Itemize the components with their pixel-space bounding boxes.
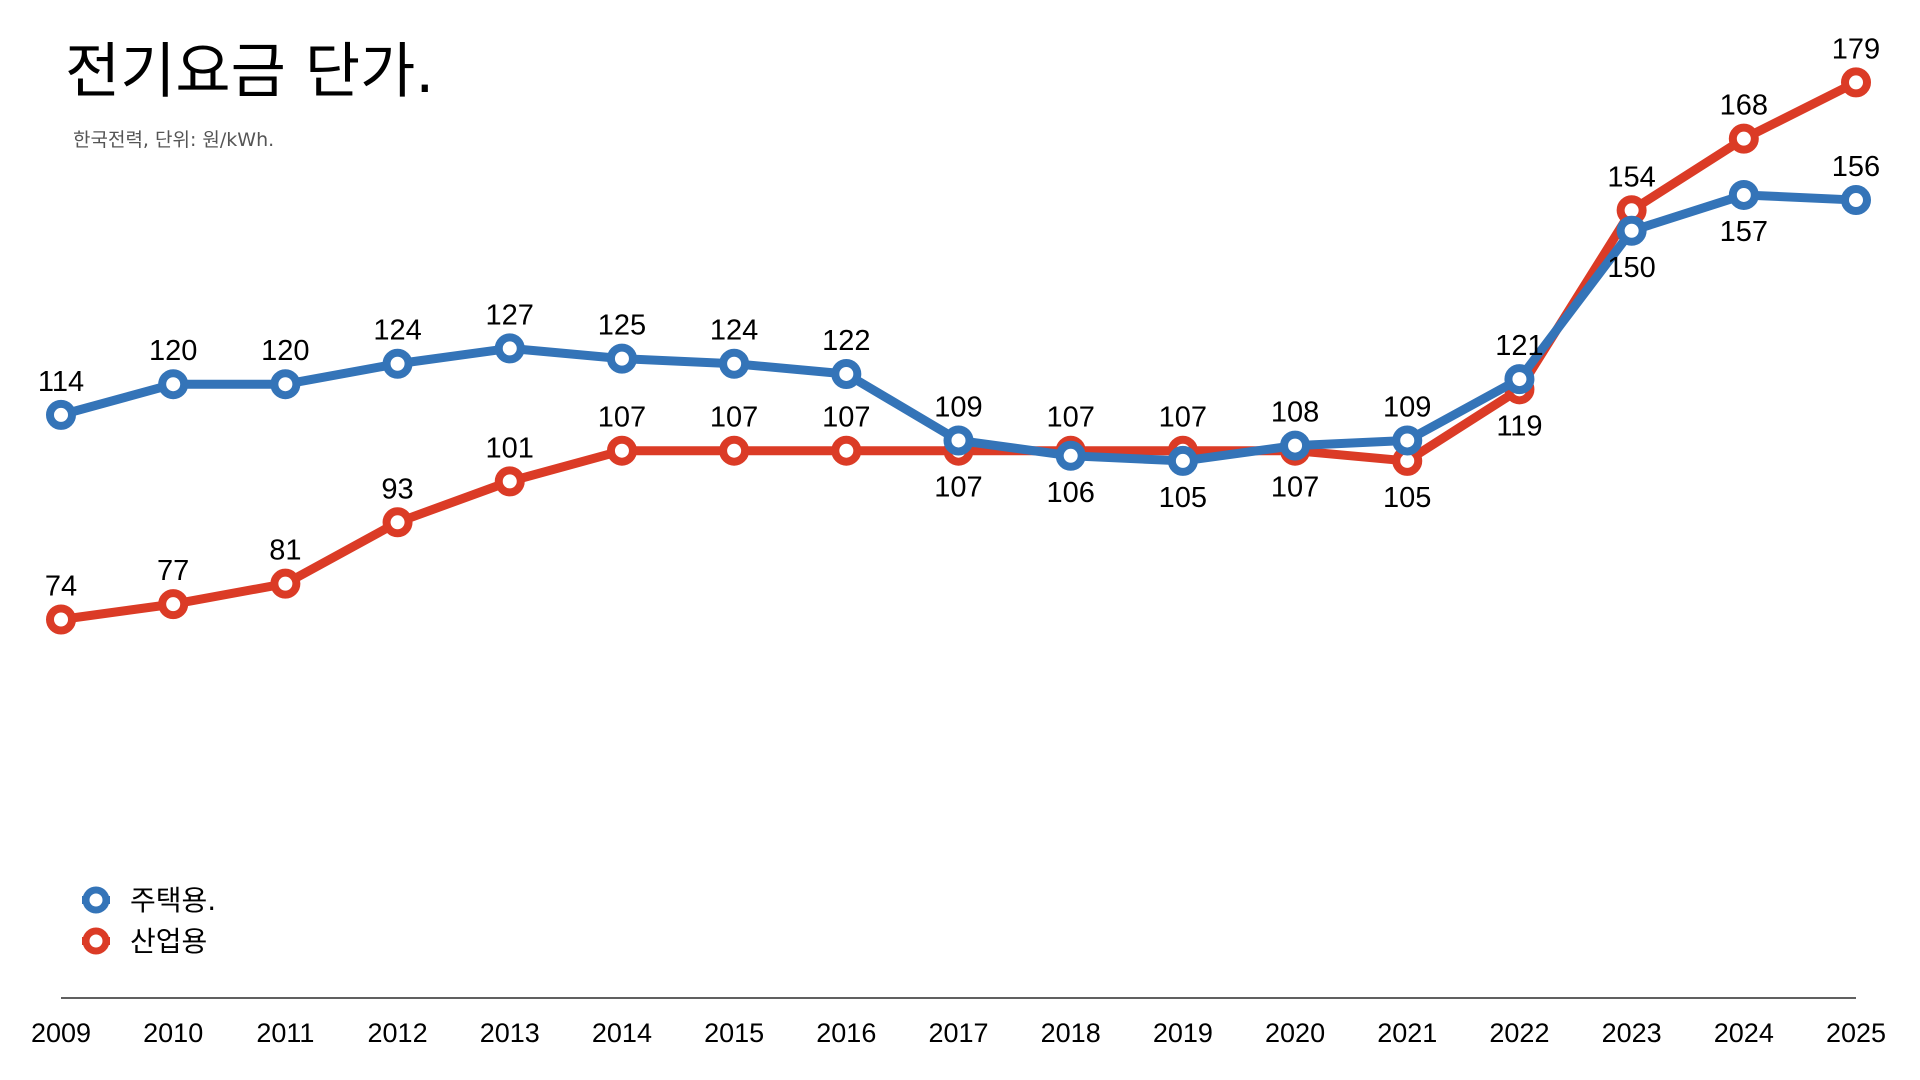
x-axis-ticks: 2009 2010 2011 2012 2013 2014 2015 2016 2017 2018… xyxy=(31,1018,1886,1048)
series-industrial xyxy=(46,67,1871,635)
data-point xyxy=(46,399,76,430)
data-label: 122 xyxy=(822,325,870,357)
data-point xyxy=(1280,430,1311,461)
data-label: 156 xyxy=(1832,151,1880,183)
data-label: 154 xyxy=(1607,161,1655,193)
data-label: 179 xyxy=(1832,33,1880,65)
data-point xyxy=(831,358,862,389)
data-label: 81 xyxy=(269,535,301,567)
data-point xyxy=(719,348,750,379)
x-tick-label: 2015 xyxy=(704,1018,764,1048)
data-point xyxy=(719,435,750,466)
x-tick-label: 2018 xyxy=(1041,1018,1101,1048)
legend-marker-icon xyxy=(82,886,110,914)
data-label: 124 xyxy=(710,315,758,347)
data-label: 106 xyxy=(1046,477,1094,509)
data-point xyxy=(1392,425,1423,456)
data-point xyxy=(382,348,413,379)
data-point xyxy=(1055,440,1086,471)
data-point xyxy=(1841,185,1871,216)
data-label: 107 xyxy=(934,472,982,504)
data-label: 107 xyxy=(1159,402,1207,434)
legend: 주택용. 산업용 xyxy=(82,884,216,958)
data-point xyxy=(494,333,525,364)
data-label: 114 xyxy=(38,366,84,398)
chart-subtitle: 한국전력, 단위: 원/kWh. xyxy=(73,129,274,151)
data-point xyxy=(943,425,974,456)
data-label: 168 xyxy=(1720,90,1768,122)
data-label: 108 xyxy=(1271,397,1319,429)
data-label: 125 xyxy=(598,310,646,342)
data-point xyxy=(606,343,637,374)
x-tick-label: 2012 xyxy=(368,1018,428,1048)
data-point xyxy=(158,589,189,620)
data-label: 74 xyxy=(45,570,77,602)
x-tick-label: 2014 xyxy=(592,1018,652,1048)
data-label: 107 xyxy=(710,402,758,434)
legend-marker-icon xyxy=(82,927,110,955)
x-tick-label: 2011 xyxy=(256,1018,314,1048)
data-point xyxy=(831,435,862,466)
data-label: 119 xyxy=(1496,410,1542,442)
series-residential xyxy=(46,179,1871,476)
data-label: 109 xyxy=(1383,391,1431,423)
data-point xyxy=(46,604,76,635)
data-label: 120 xyxy=(261,335,309,367)
x-tick-label: 2017 xyxy=(928,1018,988,1048)
legend-label: 산업용 xyxy=(130,925,207,958)
data-label: 105 xyxy=(1159,482,1207,514)
data-label: 107 xyxy=(1046,402,1094,434)
data-point xyxy=(270,568,301,599)
data-point xyxy=(158,369,189,400)
data-label: 101 xyxy=(486,432,534,464)
x-tick-label: 2025 xyxy=(1826,1018,1886,1048)
x-tick-label: 2020 xyxy=(1265,1018,1325,1048)
x-tick-label: 2013 xyxy=(480,1018,540,1048)
data-label: 124 xyxy=(373,315,421,347)
x-tick-label: 2009 xyxy=(31,1018,91,1048)
data-point xyxy=(606,435,637,466)
data-label: 107 xyxy=(822,402,870,434)
data-label: 77 xyxy=(157,555,189,587)
data-point xyxy=(270,369,301,400)
data-label: 105 xyxy=(1383,482,1431,514)
data-point xyxy=(1167,445,1198,476)
series-line xyxy=(60,78,1859,624)
x-tick-label: 2019 xyxy=(1153,1018,1213,1048)
data-label: 93 xyxy=(381,473,413,505)
x-tick-label: 2016 xyxy=(816,1018,876,1048)
x-tick-label: 2024 xyxy=(1714,1018,1774,1048)
legend-item-industrial[interactable]: 산업용 xyxy=(82,925,207,958)
x-tick-label: 2023 xyxy=(1602,1018,1662,1048)
legend-item-residential[interactable]: 주택용. xyxy=(82,884,216,917)
data-point xyxy=(382,507,413,538)
chart-title: 전기요금 단가. xyxy=(65,37,434,107)
data-label: 127 xyxy=(486,299,534,331)
x-tick-label: 2021 xyxy=(1377,1018,1437,1048)
data-label: 150 xyxy=(1607,252,1655,284)
legend-label: 주택용. xyxy=(130,884,216,917)
data-point xyxy=(1504,364,1535,395)
data-point xyxy=(1841,67,1871,98)
series-lines xyxy=(46,67,1871,635)
data-point xyxy=(1728,179,1759,210)
data-label: 157 xyxy=(1720,216,1768,248)
data-point xyxy=(1616,215,1647,246)
data-label: 120 xyxy=(149,335,197,367)
data-label: 109 xyxy=(934,391,982,423)
data-label: 107 xyxy=(598,402,646,434)
x-tick-label: 2010 xyxy=(143,1018,203,1048)
data-point xyxy=(494,466,525,497)
data-labels: 114 120 120 124 127 125 124 122 109 106 105 108 109 1… xyxy=(38,33,1880,602)
data-label: 107 xyxy=(1271,472,1319,504)
data-label: 121 xyxy=(1495,330,1543,362)
data-point xyxy=(1728,123,1759,154)
x-tick-label: 2022 xyxy=(1489,1018,1549,1048)
